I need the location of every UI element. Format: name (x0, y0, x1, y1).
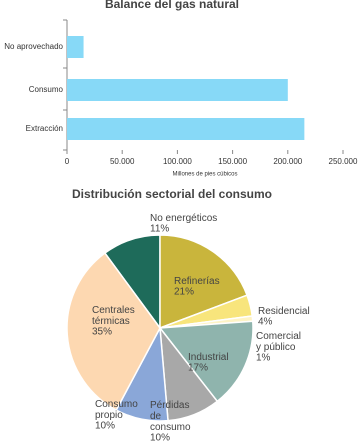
slice-value-label: 17% (188, 363, 208, 374)
slice-label-line: consumo (150, 422, 191, 433)
slice-label-line: Comercial (256, 331, 301, 342)
slice-label-line: de (150, 411, 162, 422)
slice-label-line: térmicas (92, 316, 130, 327)
slice-value-label: 21% (174, 287, 194, 298)
slice-value-label: 11% (150, 224, 169, 235)
y-tick-label: Extracción (26, 124, 63, 133)
bar (67, 118, 305, 140)
slice-label: Comercial y público (256, 331, 301, 353)
slice-label-line: propio (95, 410, 123, 421)
slice-label-line: Industrial (188, 352, 229, 363)
pie-slice (158, 320, 254, 403)
x-tick-label: 100.000 (163, 157, 192, 166)
slice-label-line: y público (256, 342, 296, 353)
slice-label: Consumo propio (95, 399, 138, 421)
slice-label: No energéticos (150, 213, 217, 224)
bar-title: Balance del gas natural (105, 0, 239, 11)
slice-value-label: 10% (95, 421, 115, 432)
pie-title: Distribución sectorial del consumo (72, 187, 272, 201)
y-tick-label: Consumo (29, 85, 64, 94)
slice-label: Refinerías (174, 276, 220, 287)
slice-label: Pérdidas de consumo (150, 400, 191, 433)
pie-slice (66, 252, 161, 412)
slice-label-line: Residencial (258, 306, 310, 317)
slice-value-label: 4% (258, 317, 273, 328)
x-tick-label: 50.000 (110, 157, 135, 166)
bar (67, 79, 288, 101)
x-tick-label: 0 (65, 157, 70, 166)
slice-label: Residencial (258, 306, 310, 317)
x-tick-label: 200.000 (273, 157, 302, 166)
slice-label-line: No energéticos (150, 213, 217, 224)
slice-label-line: Pérdidas (150, 400, 189, 411)
x-tick-label: 250.000 (329, 157, 358, 166)
slice-value-label: 10% (150, 433, 170, 444)
slice-label: Centrales térmicas (92, 305, 135, 327)
pie-slice (159, 234, 248, 330)
bar (67, 36, 84, 58)
y-tick-label: No aprovechado (4, 42, 63, 51)
slice-label-line: Refinerías (174, 276, 220, 287)
slice-label-line: Centrales (92, 305, 135, 316)
slice-label: Industrial (188, 352, 229, 363)
x-tick-label: 150.000 (218, 157, 247, 166)
slice-value-label: 1% (256, 353, 271, 364)
x-axis-label: Millones de pies cúbicos (172, 172, 237, 178)
slice-label-line: Consumo (95, 399, 138, 410)
slice-value-label: 35% (92, 327, 112, 338)
